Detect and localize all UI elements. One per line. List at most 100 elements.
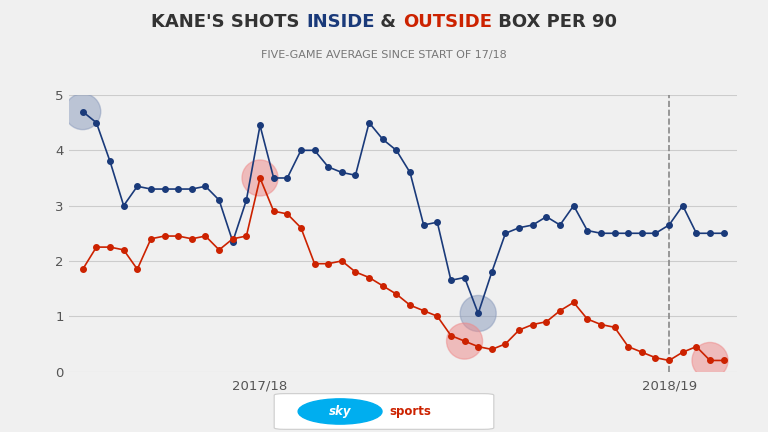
Point [568,299,580,306]
Point [322,260,334,267]
Point [608,230,621,237]
Point [703,230,716,237]
Point [649,354,661,361]
Point [404,169,416,176]
Text: OUTSIDE: OUTSIDE [402,13,492,31]
Text: INSIDE: INSIDE [306,13,375,31]
Point [227,235,239,242]
Point [336,169,348,176]
Text: sky: sky [329,405,351,418]
Point [554,222,566,229]
Point [349,172,362,179]
Point [158,232,170,239]
Point [77,266,89,273]
Point [390,147,402,154]
Point [254,122,266,129]
Point [118,202,130,209]
Point [581,315,594,322]
Ellipse shape [65,94,101,130]
Point [281,175,293,181]
Text: sports: sports [389,405,431,418]
Point [663,222,675,229]
Point [677,202,689,209]
Point [240,232,253,239]
Point [104,158,116,165]
Point [376,136,389,143]
Point [499,340,511,347]
Point [663,357,675,364]
Point [513,327,525,334]
Point [267,175,280,181]
Ellipse shape [692,343,728,378]
Point [445,332,457,339]
Point [200,232,212,239]
Point [390,291,402,298]
Point [118,246,130,253]
Ellipse shape [446,323,482,359]
Point [717,357,730,364]
Point [690,230,703,237]
Point [527,321,539,328]
Text: FIVE-GAME AVERAGE SINCE START OF 17/18: FIVE-GAME AVERAGE SINCE START OF 17/18 [261,50,507,60]
Point [418,307,430,314]
Point [485,346,498,353]
Point [594,230,607,237]
FancyBboxPatch shape [274,394,494,429]
Point [703,357,716,364]
Point [91,119,103,126]
Point [91,244,103,251]
Point [213,197,225,203]
Point [581,227,594,234]
Point [513,224,525,231]
Point [145,186,157,193]
Point [568,202,580,209]
Text: BOX PER 90: BOX PER 90 [492,13,617,31]
Point [540,318,552,325]
Point [445,277,457,284]
Point [636,349,648,356]
Point [608,324,621,331]
Ellipse shape [298,399,382,424]
Point [200,183,212,190]
Point [295,147,307,154]
Point [677,349,689,356]
Point [717,230,730,237]
Ellipse shape [460,295,496,331]
Point [554,307,566,314]
Point [540,213,552,220]
Point [527,222,539,229]
Point [227,238,239,245]
Point [458,274,471,281]
Point [104,244,116,251]
Point [594,321,607,328]
Point [186,186,198,193]
Point [622,230,634,237]
Point [485,269,498,276]
Point [240,197,253,203]
Point [186,235,198,242]
Point [172,232,184,239]
Point [281,210,293,217]
Point [158,186,170,193]
Point [404,302,416,308]
Point [145,235,157,242]
Point [131,183,144,190]
Point [431,313,443,320]
Point [363,119,376,126]
Point [267,208,280,215]
Point [431,219,443,226]
Point [254,175,266,181]
Text: KANE'S SHOTS: KANE'S SHOTS [151,13,306,31]
Point [213,246,225,253]
Point [376,283,389,289]
Point [77,108,89,115]
Point [499,230,511,237]
Point [349,269,362,276]
Point [131,266,144,273]
Point [363,274,376,281]
Point [472,310,485,317]
Text: &: & [375,13,402,31]
Point [622,343,634,350]
Ellipse shape [242,160,278,196]
Point [322,163,334,170]
